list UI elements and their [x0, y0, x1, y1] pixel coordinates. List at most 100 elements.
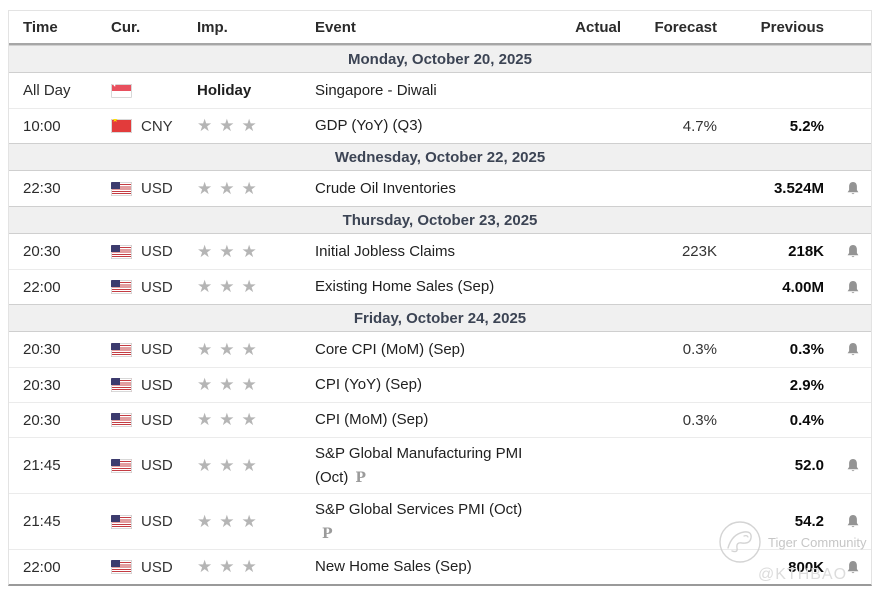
importance-stars: ★★★	[197, 557, 264, 577]
event-row[interactable]: 21:45 USD ★★★ S&P Global Manufacturing P…	[9, 437, 871, 493]
preliminary-icon: P	[322, 525, 333, 542]
event-time: All Day	[23, 82, 71, 99]
forecast-value: 0.3%	[682, 411, 717, 429]
importance-stars: ★★★	[197, 178, 264, 199]
event-time: 22:00	[23, 558, 61, 576]
column-header-previous: Previous	[760, 18, 824, 36]
holiday-badge: Holiday	[197, 81, 252, 99]
event-name[interactable]: S&P Global Services PMI (Oct) P	[315, 500, 523, 542]
event-row[interactable]: 22:30 USD ★★★ Crude Oil Inventories 3.52…	[9, 171, 871, 206]
previous-value: 0.3%	[789, 341, 824, 358]
country-flag-icon	[111, 413, 132, 427]
column-header-time: Time	[23, 18, 58, 36]
alert-bell-icon	[847, 459, 858, 472]
event-name[interactable]: S&P Global Manufacturing PMI (Oct) P	[315, 444, 523, 486]
event-time: 20:30	[23, 411, 61, 429]
date-header-label: Friday, October 24, 2025	[353, 309, 527, 327]
table-header-row: Time Cur. Imp. Event Actual Forecast Pre…	[9, 11, 871, 45]
alert-bell-icon	[847, 245, 858, 258]
event-time: 20:30	[23, 376, 61, 394]
economic-calendar-table: Time Cur. Imp. Event Actual Forecast Pre…	[8, 10, 872, 586]
alert-bell-button[interactable]	[832, 244, 873, 259]
alert-bell-button[interactable]	[832, 458, 873, 473]
event-name[interactable]: Core CPI (MoM) (Sep)	[315, 340, 466, 358]
event-row[interactable]: 20:30 USD ★★★ CPI (YoY) (Sep) 2.9%	[9, 367, 871, 402]
previous-value: 52.0	[794, 457, 824, 474]
column-header-currency: Cur.	[111, 18, 141, 36]
previous-value: 0.4%	[789, 411, 824, 429]
forecast-value: 0.3%	[682, 341, 717, 358]
currency-code: USD	[141, 411, 173, 429]
country-flag-icon	[111, 83, 132, 98]
previous-value: 3.524M	[773, 180, 824, 197]
country-flag-icon	[111, 119, 132, 133]
date-header-row: Friday, October 24, 2025	[9, 304, 871, 332]
event-time: 20:30	[23, 341, 61, 358]
importance-cell: ★★★	[183, 242, 295, 262]
importance-cell: ★★★	[183, 179, 295, 199]
event-row[interactable]: 10:00 CNY ★★★ GDP (YoY) (Q3) 4.7% 5.2%	[9, 108, 871, 143]
currency-cell: CNY	[97, 118, 183, 135]
currency-code: USD	[141, 243, 173, 260]
event-name[interactable]: New Home Sales (Sep)	[315, 558, 472, 575]
importance-cell: ★★★	[183, 557, 295, 577]
date-header-label: Monday, October 20, 2025	[348, 50, 532, 68]
event-row[interactable]: 22:00 USD ★★★ New Home Sales (Sep) 800K	[9, 549, 871, 584]
event-row[interactable]: All Day Holiday Singapore - Diwali	[9, 73, 871, 108]
alert-bell-button[interactable]	[832, 514, 873, 529]
currency-code: USD	[141, 341, 173, 358]
date-header-label: Thursday, October 23, 2025	[342, 211, 538, 229]
alert-bell-button[interactable]	[832, 181, 873, 196]
importance-cell: ★★★	[183, 410, 295, 430]
event-name[interactable]: CPI (MoM) (Sep)	[315, 411, 429, 428]
previous-value: 800K	[788, 558, 824, 576]
country-flag-icon	[111, 280, 132, 294]
currency-code: USD	[141, 376, 173, 394]
preliminary-icon: P	[355, 469, 366, 486]
currency-code: USD	[141, 457, 173, 474]
currency-code: USD	[141, 558, 173, 576]
alert-bell-button[interactable]	[832, 280, 873, 295]
importance-cell: ★★★	[183, 375, 295, 395]
event-row[interactable]: 22:00 USD ★★★ Existing Home Sales (Sep) …	[9, 269, 871, 304]
previous-value: 218K	[788, 243, 824, 260]
currency-cell: USD	[97, 243, 183, 260]
previous-value: 4.00M	[782, 278, 824, 296]
alert-bell-button[interactable]	[832, 342, 873, 357]
importance-cell: ★★★	[183, 512, 295, 532]
event-time: 22:30	[23, 180, 61, 197]
event-name[interactable]: Singapore - Diwali	[315, 81, 437, 99]
importance-stars: ★★★	[197, 277, 264, 297]
country-flag-icon	[111, 514, 132, 529]
event-time: 10:00	[23, 117, 61, 135]
event-row[interactable]: 20:30 USD ★★★ CPI (MoM) (Sep) 0.3% 0.4%	[9, 402, 871, 437]
column-header-actual: Actual	[575, 18, 621, 36]
importance-cell: ★★★	[183, 340, 295, 360]
event-name[interactable]: GDP (YoY) (Q3)	[315, 117, 423, 134]
event-row[interactable]: 20:30 USD ★★★ Initial Jobless Claims 223…	[9, 234, 871, 269]
date-header-row: Thursday, October 23, 2025	[9, 206, 871, 234]
previous-value: 5.2%	[789, 117, 824, 135]
event-name[interactable]: Existing Home Sales (Sep)	[315, 278, 495, 295]
event-name[interactable]: Crude Oil Inventories	[315, 179, 456, 197]
importance-stars: ★★★	[197, 339, 264, 360]
event-time: 20:30	[23, 243, 61, 260]
currency-cell: USD	[97, 457, 183, 474]
alert-bell-icon	[847, 182, 858, 195]
event-row[interactable]: 20:30 USD ★★★ Core CPI (MoM) (Sep) 0.3% …	[9, 332, 871, 367]
country-flag-icon	[111, 458, 132, 473]
alert-bell-icon	[847, 343, 858, 356]
event-row[interactable]: 21:45 USD ★★★ S&P Global Services PMI (O…	[9, 493, 871, 549]
forecast-value: 223K	[681, 243, 717, 260]
importance-stars: ★★★	[197, 116, 264, 136]
alert-bell-icon	[847, 280, 858, 293]
event-name[interactable]: CPI (YoY) (Sep)	[315, 376, 422, 393]
event-name[interactable]: Initial Jobless Claims	[315, 242, 456, 260]
column-header-importance: Imp.	[197, 18, 228, 36]
alert-bell-button[interactable]	[832, 560, 873, 575]
alert-bell-icon	[847, 560, 858, 573]
country-flag-icon	[111, 181, 132, 196]
event-time: 21:45	[23, 457, 61, 474]
date-header-row: Monday, October 20, 2025	[9, 45, 871, 73]
